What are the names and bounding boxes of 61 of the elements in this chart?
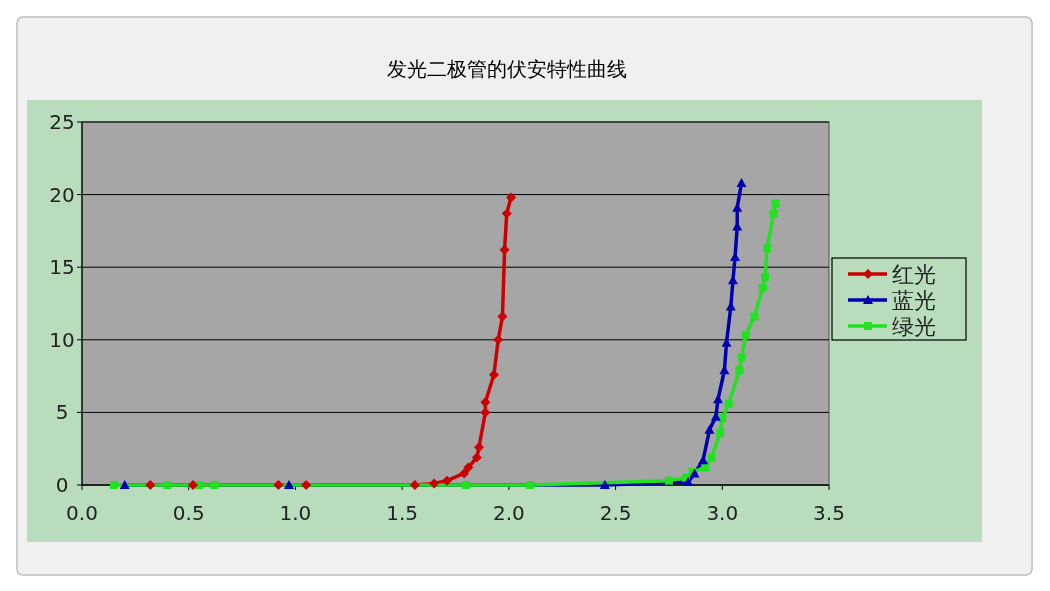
point: [409, 480, 420, 490]
y-tick-label: 10: [49, 327, 75, 352]
point: [716, 428, 725, 437]
point: [429, 478, 440, 489]
point: [732, 202, 743, 212]
point: [187, 480, 198, 490]
point: [273, 480, 284, 490]
legend-label: 绿光: [892, 314, 936, 339]
point: [463, 462, 474, 473]
x-tick-label: 0.0: [66, 501, 98, 525]
point: [505, 192, 516, 203]
point: [724, 399, 733, 408]
point: [701, 463, 710, 472]
point: [698, 455, 709, 465]
point: [736, 177, 747, 187]
point: [145, 480, 156, 490]
x-tick-label: 1.5: [386, 501, 419, 525]
point: [526, 481, 535, 489]
x-tick-label: 3.5: [813, 501, 845, 525]
chart-title: 发光二极管的伏安特性曲线: [387, 57, 627, 81]
point: [473, 442, 484, 453]
point: [493, 334, 504, 345]
y-tick-label: 15: [49, 255, 75, 280]
point: [488, 369, 499, 380]
y-tick-label: 20: [49, 182, 75, 207]
point: [735, 366, 744, 375]
point: [704, 424, 715, 434]
point: [769, 209, 778, 218]
y-tick-label: 0: [55, 473, 69, 497]
x-tick-label: 2.5: [599, 501, 632, 525]
legend-label: 红光: [892, 262, 936, 287]
point: [441, 475, 452, 486]
point: [459, 468, 470, 479]
point: [471, 452, 482, 463]
point: [750, 312, 759, 321]
point: [599, 480, 610, 489]
point: [771, 199, 780, 208]
point: [763, 244, 772, 253]
point: [284, 480, 295, 489]
point: [462, 481, 471, 489]
point: [760, 273, 769, 282]
x-tick-label: 2.0: [492, 501, 525, 525]
point: [110, 481, 119, 489]
y-tick-label: 25: [49, 110, 75, 134]
y-tick-label: 5: [55, 400, 69, 425]
point: [713, 394, 724, 404]
point: [758, 283, 767, 292]
x-tick-label: 0.5: [172, 501, 205, 525]
point: [664, 476, 673, 485]
x-tick-label: 3.0: [706, 501, 739, 525]
point: [741, 331, 750, 340]
x-tick-label: 1.0: [279, 501, 312, 525]
point: [195, 481, 204, 489]
point: [707, 453, 716, 462]
point: [210, 481, 219, 489]
point: [301, 480, 312, 490]
legend-label: 蓝光: [892, 288, 936, 313]
point: [737, 353, 746, 362]
point: [683, 477, 694, 487]
point: [119, 480, 130, 489]
point: [163, 481, 172, 489]
